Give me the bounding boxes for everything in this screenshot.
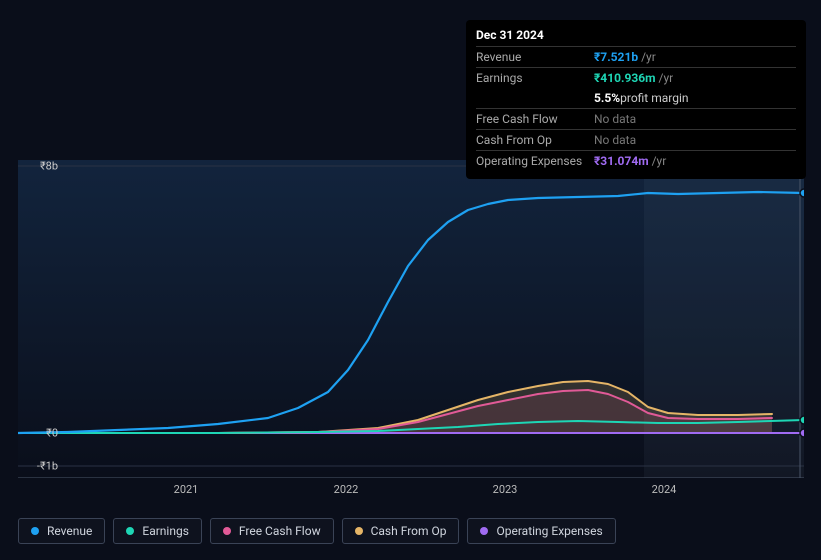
legend-label: Free Cash Flow bbox=[239, 524, 321, 538]
y-tick-label: -₹1b bbox=[37, 460, 58, 473]
x-tick-label: 2023 bbox=[493, 483, 518, 496]
tooltip-row-value: No data bbox=[594, 112, 796, 126]
tooltip-row-value: ₹7.521b/yr bbox=[594, 50, 796, 64]
chart-svg bbox=[18, 160, 804, 478]
tooltip-row-value: ₹410.936m/yr bbox=[594, 71, 796, 85]
tooltip-margin: 5.5% profit margin bbox=[476, 88, 796, 108]
legend-swatch bbox=[31, 527, 39, 535]
tooltip-row-label: Operating Expenses bbox=[476, 154, 594, 168]
legend-label: Cash From Op bbox=[371, 524, 447, 538]
tooltip-date: Dec 31 2024 bbox=[476, 28, 796, 46]
legend-label: Operating Expenses bbox=[496, 524, 602, 538]
tooltip-row-label: Earnings bbox=[476, 71, 594, 85]
legend-swatch bbox=[223, 527, 231, 535]
legend-item[interactable]: Revenue bbox=[18, 518, 105, 544]
hover-tooltip: Dec 31 2024 Revenue₹7.521b/yrEarnings₹41… bbox=[466, 20, 806, 179]
tooltip-row-label: Cash From Op bbox=[476, 133, 594, 147]
chart-legend: Revenue Earnings Free Cash Flow Cash From O… bbox=[18, 518, 616, 544]
legend-item[interactable]: Cash From Op bbox=[342, 518, 460, 544]
legend-item[interactable]: Operating Expenses bbox=[467, 518, 615, 544]
tooltip-row: Cash From OpNo data bbox=[476, 129, 796, 150]
y-tick-label: ₹8b bbox=[40, 160, 58, 173]
legend-swatch bbox=[126, 527, 134, 535]
tooltip-row-label: Free Cash Flow bbox=[476, 112, 594, 126]
legend-item[interactable]: Free Cash Flow bbox=[210, 518, 334, 544]
financial-chart[interactable]: ₹8b ₹0 -₹1b bbox=[18, 160, 804, 478]
tooltip-row: Revenue₹7.521b/yr bbox=[476, 46, 796, 67]
x-tick-label: 2021 bbox=[174, 483, 199, 496]
x-tick-label: 2024 bbox=[652, 483, 677, 496]
tooltip-row: Free Cash FlowNo data bbox=[476, 108, 796, 129]
tooltip-row-value: No data bbox=[594, 133, 796, 147]
tooltip-row: Operating Expenses₹31.074m/yr bbox=[476, 150, 796, 171]
tooltip-row-value: ₹31.074m/yr bbox=[594, 154, 796, 168]
tooltip-row-label: Revenue bbox=[476, 50, 594, 64]
legend-item[interactable]: Earnings bbox=[113, 518, 202, 544]
x-tick-label: 2022 bbox=[334, 483, 359, 496]
tooltip-row: Earnings₹410.936m/yr bbox=[476, 67, 796, 88]
legend-swatch bbox=[355, 527, 363, 535]
legend-label: Earnings bbox=[142, 524, 189, 538]
x-axis-labels: 2021 2022 2023 2024 bbox=[18, 483, 804, 503]
legend-swatch bbox=[480, 527, 488, 535]
y-tick-label: ₹0 bbox=[46, 427, 58, 440]
legend-label: Revenue bbox=[47, 524, 92, 538]
